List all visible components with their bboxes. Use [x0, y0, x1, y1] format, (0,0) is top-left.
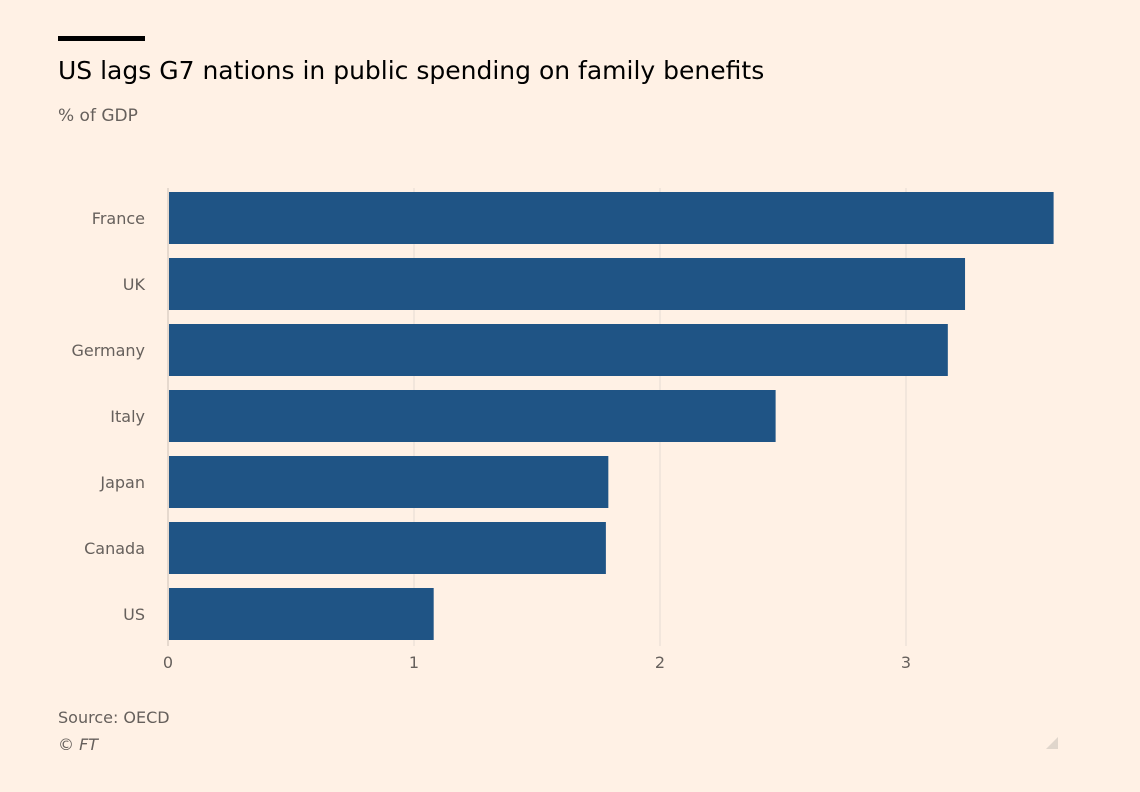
title-accent-bar — [58, 36, 145, 41]
bar-italy — [169, 390, 776, 442]
y-category-label: France — [92, 209, 145, 228]
y-category-label: Italy — [110, 407, 145, 426]
y-category-label: Japan — [99, 473, 145, 492]
y-category-label: UK — [123, 275, 146, 294]
resize-handle-icon — [1046, 737, 1058, 749]
bar-uk — [169, 258, 966, 310]
y-category-label: US — [123, 605, 145, 624]
chart-subtitle: % of GDP — [58, 106, 138, 126]
bar-japan — [169, 456, 609, 508]
bar-france — [169, 192, 1054, 244]
x-tick-label: 3 — [901, 653, 911, 672]
bar-us — [169, 588, 434, 640]
y-category-label: Germany — [71, 341, 145, 360]
x-tick-label: 1 — [409, 653, 419, 672]
source-note: Source: OECD — [58, 708, 170, 727]
y-category-label: Canada — [84, 539, 145, 558]
bar-germany — [169, 324, 948, 376]
chart-title: US lags G7 nations in public spending on… — [58, 56, 765, 85]
credit-note: © FT — [58, 735, 99, 754]
x-tick-label: 0 — [163, 653, 173, 672]
bar-canada — [169, 522, 606, 574]
x-tick-label: 2 — [655, 653, 665, 672]
